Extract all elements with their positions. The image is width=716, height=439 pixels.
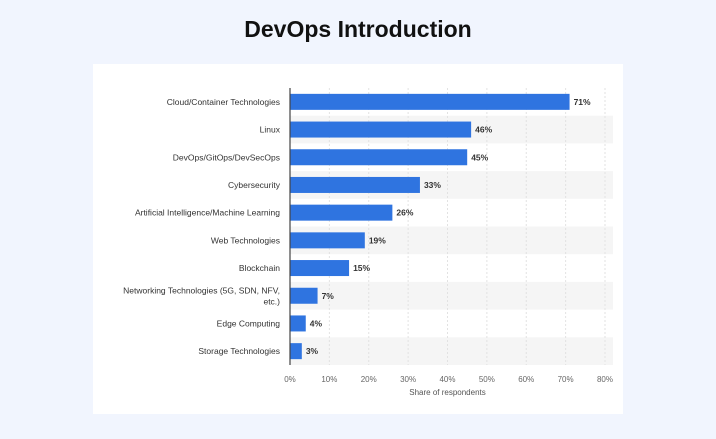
- value-label: 71%: [574, 97, 591, 107]
- value-label: 46%: [475, 125, 492, 135]
- x-tick-label: 0%: [284, 375, 296, 384]
- category-label: Edge Computing: [217, 318, 281, 328]
- bar: [290, 121, 472, 138]
- x-tick-label: 60%: [518, 375, 534, 384]
- x-tick-label: 10%: [321, 375, 337, 384]
- row-stripe: [290, 281, 613, 310]
- bar: [290, 93, 570, 110]
- category-label: DevOps/GitOps/DevSecOps: [173, 152, 280, 162]
- bar: [290, 149, 468, 166]
- bar-chart: Cloud/Container Technologies 71% Linux 46% D…: [123, 88, 613, 397]
- category-label: Blockchain: [239, 263, 280, 273]
- value-label: 7%: [322, 291, 335, 301]
- row-stripe: [290, 337, 613, 365]
- bar: [290, 343, 302, 360]
- chart-card: Cloud/Container Technologies 71% Linux 46% D…: [93, 64, 623, 414]
- bar: [290, 176, 420, 193]
- category-label: Networking Technologies (5G, SDN, NFV, et…: [123, 285, 280, 306]
- bar: [290, 315, 306, 332]
- bar: [290, 287, 318, 304]
- value-label: 33%: [424, 180, 441, 190]
- bar: [290, 232, 365, 249]
- value-label: 3%: [306, 346, 319, 356]
- value-label: 26%: [396, 208, 413, 218]
- bar: [290, 204, 393, 221]
- x-tick-label: 30%: [400, 375, 416, 384]
- page-title: DevOps Introduction: [244, 16, 472, 42]
- x-tick-label: 70%: [558, 375, 574, 384]
- category-label: Linux: [260, 125, 281, 135]
- category-label: Cybersecurity: [228, 180, 281, 190]
- bar: [290, 260, 350, 277]
- value-label: 4%: [310, 318, 323, 328]
- category-label: Storage Technologies: [198, 346, 280, 356]
- value-label: 45%: [471, 152, 488, 162]
- category-label: Artificial Intelligence/Machine Learning: [135, 208, 280, 218]
- value-label: 19%: [369, 235, 386, 245]
- x-tick-label: 80%: [597, 375, 613, 384]
- x-axis-title: Share of respondents: [409, 388, 486, 397]
- value-label: 15%: [353, 263, 370, 273]
- x-tick-label: 50%: [479, 375, 495, 384]
- x-tick-label: 20%: [361, 375, 377, 384]
- category-label: Cloud/Container Technologies: [167, 97, 280, 107]
- x-tick-label: 40%: [439, 375, 455, 384]
- category-label: Web Technologies: [211, 235, 280, 245]
